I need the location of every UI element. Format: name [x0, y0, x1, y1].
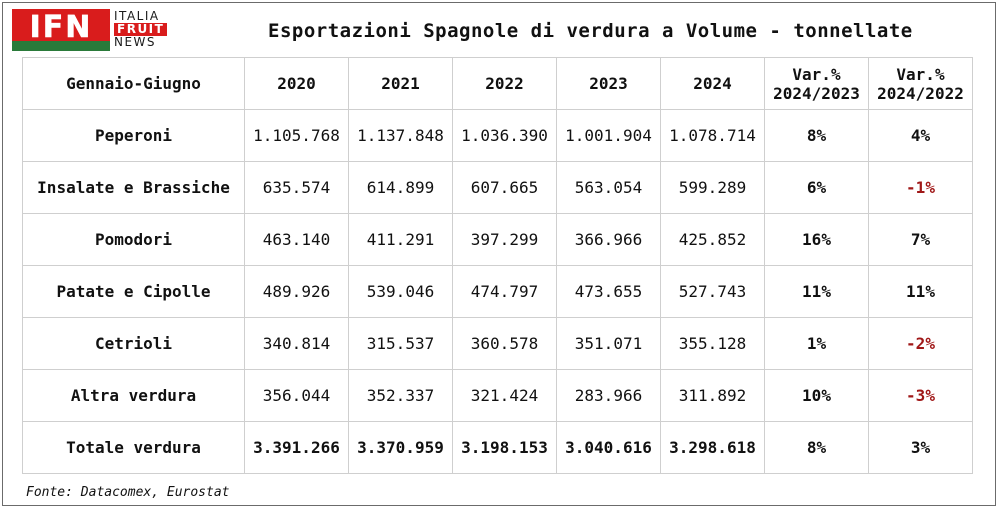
- column-header-text: 2024/2023: [773, 83, 860, 103]
- table-body: Peperoni 1.105.768 1.137.848 1.036.390 1.001…: [22, 109, 973, 474]
- value-cell: 1.001.904: [556, 109, 661, 162]
- variation-cell: 16%: [764, 213, 869, 266]
- value-cell: 1.105.768: [244, 109, 349, 162]
- column-header: 2021: [348, 57, 453, 110]
- chart-title: Esportazioni Spagnole di verdura a Volum…: [268, 20, 913, 42]
- source-note: Fonte: Datacomex, Eurostat: [26, 485, 230, 500]
- value-cell: 352.337: [348, 369, 453, 422]
- ifn-logo-words: ITALIA FRUIT NEWS: [114, 9, 168, 49]
- value-cell: 3.298.618: [660, 421, 765, 474]
- svg-text:IFN: IFN: [30, 10, 93, 45]
- value-cell: 1.036.390: [452, 109, 557, 162]
- column-header-text: 2024/2022: [877, 83, 964, 103]
- variation-cell: 4%: [868, 109, 973, 162]
- variation-cell: 10%: [764, 369, 869, 422]
- variation-cell: -3%: [868, 369, 973, 422]
- row-label-cell: Cetrioli: [22, 317, 245, 370]
- variation-cell: 3%: [868, 421, 973, 474]
- variation-cell: 8%: [764, 109, 869, 162]
- column-header-text: Var.%: [792, 64, 841, 84]
- value-cell: 360.578: [452, 317, 557, 370]
- logo-news-text: NEWS: [114, 35, 157, 49]
- variation-cell: 6%: [764, 161, 869, 214]
- variation-cell: 8%: [764, 421, 869, 474]
- row-label-cell: Patate e Cipolle: [22, 265, 245, 318]
- column-header: 2024: [660, 57, 765, 110]
- value-cell: 397.299: [452, 213, 557, 266]
- value-cell: 351.071: [556, 317, 661, 370]
- value-cell: 474.797: [452, 265, 557, 318]
- value-cell: 425.852: [660, 213, 765, 266]
- value-cell: 1.137.848: [348, 109, 453, 162]
- header-row: Gennaio-Giugno 2020 2021 2022 2023 2024 Var.% 2…: [22, 57, 973, 110]
- variation-cell: 1%: [764, 317, 869, 370]
- value-cell: 563.054: [556, 161, 661, 214]
- value-cell: 355.128: [660, 317, 765, 370]
- value-cell: 473.655: [556, 265, 661, 318]
- row-label-cell: Pomodori: [22, 213, 245, 266]
- value-cell: 283.966: [556, 369, 661, 422]
- variation-cell: 7%: [868, 213, 973, 266]
- logo-fruit-text: FRUIT: [114, 23, 168, 36]
- total-row: Totale verdura 3.391.266 3.370.959 3.198.15…: [22, 421, 973, 474]
- column-header: Var.% 2024/2022: [868, 57, 973, 110]
- variation-cell: -2%: [868, 317, 973, 370]
- table-row: Pomodori 463.140 411.291 397.299 366.966 425.…: [22, 213, 973, 266]
- ifn-logo-mark: IFN: [12, 9, 110, 51]
- value-cell: 340.814: [244, 317, 349, 370]
- value-cell: 411.291: [348, 213, 453, 266]
- value-cell: 489.926: [244, 265, 349, 318]
- value-cell: 3.370.959: [348, 421, 453, 474]
- row-label-cell: Insalate e Brassiche: [22, 161, 245, 214]
- table-row: Insalate e Brassiche 635.574 614.899 607.66…: [22, 161, 973, 214]
- value-cell: 3.391.266: [244, 421, 349, 474]
- value-cell: 356.044: [244, 369, 349, 422]
- value-cell: 3.040.616: [556, 421, 661, 474]
- column-header: 2023: [556, 57, 661, 110]
- value-cell: 599.289: [660, 161, 765, 214]
- column-header: Var.% 2024/2023: [764, 57, 869, 110]
- row-label-cell: Peperoni: [22, 109, 245, 162]
- value-cell: 366.966: [556, 213, 661, 266]
- value-cell: 607.665: [452, 161, 557, 214]
- column-header-text: 2020: [277, 74, 316, 93]
- value-cell: 1.078.714: [660, 109, 765, 162]
- column-header: 2022: [452, 57, 557, 110]
- row-label-cell: Totale verdura: [22, 421, 245, 474]
- data-table: Gennaio-Giugno 2020 2021 2022 2023 2024 Var.% 2…: [22, 57, 973, 474]
- value-cell: 315.537: [348, 317, 453, 370]
- column-header: 2020: [244, 57, 349, 110]
- variation-cell: 11%: [868, 265, 973, 318]
- column-header-text: Gennaio-Giugno: [66, 74, 201, 93]
- column-header-text: 2021: [381, 74, 420, 93]
- table-row: Peperoni 1.105.768 1.137.848 1.036.390 1.001…: [22, 109, 973, 162]
- value-cell: 614.899: [348, 161, 453, 214]
- value-cell: 311.892: [660, 369, 765, 422]
- value-cell: 321.424: [452, 369, 557, 422]
- column-header-text: 2022: [485, 74, 524, 93]
- logo-italia-text: ITALIA: [114, 9, 160, 23]
- column-header: Gennaio-Giugno: [22, 57, 245, 110]
- column-header-text: 2023: [589, 74, 628, 93]
- value-cell: 463.140: [244, 213, 349, 266]
- value-cell: 527.743: [660, 265, 765, 318]
- value-cell: 3.198.153: [452, 421, 557, 474]
- table-row: Altra verdura 356.044 352.337 321.424 283.96…: [22, 369, 973, 422]
- column-header-text: 2024: [693, 74, 732, 93]
- row-label-cell: Altra verdura: [22, 369, 245, 422]
- table-row: Cetrioli 340.814 315.537 360.578 351.071 355.…: [22, 317, 973, 370]
- variation-cell: 11%: [764, 265, 869, 318]
- variation-cell: -1%: [868, 161, 973, 214]
- table-row: Patate e Cipolle 489.926 539.046 474.797 473…: [22, 265, 973, 318]
- ifn-logo: IFN ITALIA FRUIT NEWS: [12, 9, 182, 55]
- column-header-text: Var.%: [896, 64, 945, 84]
- value-cell: 539.046: [348, 265, 453, 318]
- value-cell: 635.574: [244, 161, 349, 214]
